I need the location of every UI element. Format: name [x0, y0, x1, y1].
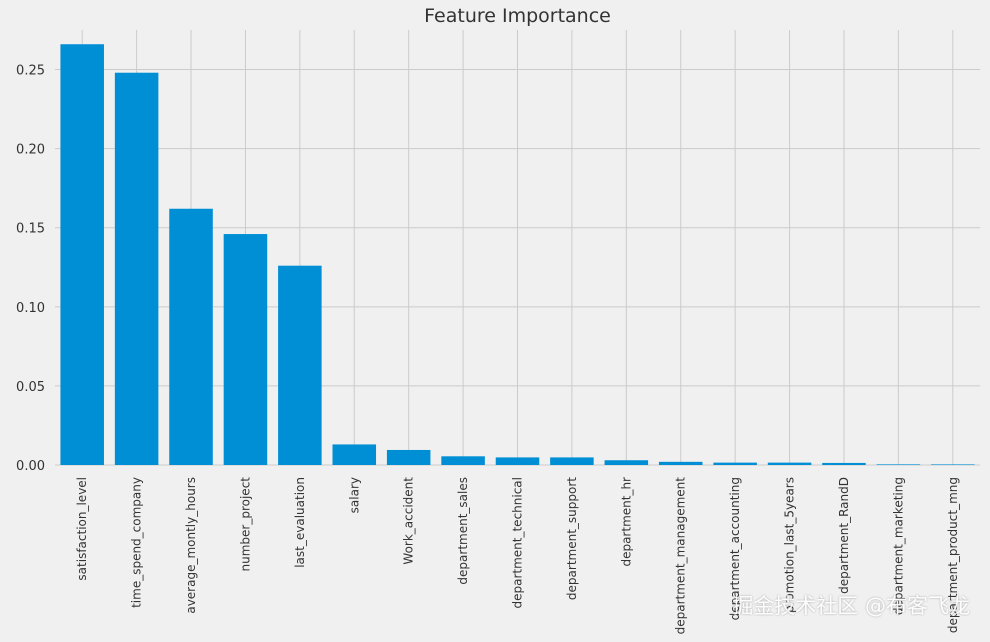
x-tick-label: department_accounting [728, 477, 742, 620]
bar [223, 234, 268, 465]
x-tick-label: department_marketing [891, 477, 905, 615]
bar [767, 462, 812, 465]
x-tick-label: department_support [565, 477, 579, 600]
x-tick-label: last_evaluation [293, 477, 307, 568]
y-tick-label: 0.15 [16, 222, 45, 237]
y-tick-label: 0.25 [16, 64, 45, 79]
x-tick-label: Work_accident [402, 477, 416, 565]
x-tick-label: department_RandD [837, 477, 851, 594]
bar [495, 457, 540, 465]
x-tick-label: time_spend_company [130, 477, 144, 608]
x-tick-label: department_product_mng [946, 477, 960, 633]
bar [278, 265, 322, 465]
x-tick-label: department_management [674, 477, 688, 635]
x-tick-label: average_montly_hours [184, 477, 198, 614]
bar [169, 208, 213, 465]
bar [332, 444, 377, 465]
y-tick-label: 0.20 [16, 143, 45, 158]
bar [931, 464, 975, 465]
bar [713, 462, 757, 465]
x-tick-label: department_technical [511, 477, 525, 609]
x-tick-label: satisfaction_level [75, 477, 89, 581]
bar [550, 457, 594, 465]
x-tick-label: department_hr [619, 477, 633, 567]
bar [876, 464, 921, 465]
bar [658, 461, 703, 465]
x-tick-label: promotion_last_5years [783, 477, 797, 613]
y-tick-label: 0.10 [16, 301, 45, 316]
bar [60, 44, 104, 466]
x-tick-label: salary [347, 477, 361, 513]
bar [822, 462, 866, 465]
bar [114, 72, 159, 465]
y-tick-label: 0.05 [16, 380, 45, 395]
bar [386, 449, 431, 465]
bar [441, 456, 485, 465]
x-tick-label: number_project [238, 477, 252, 572]
watermark-text: 掘金技术社区 @布客飞龙 [732, 594, 970, 618]
x-tick-label: department_sales [456, 477, 470, 585]
chart-title: Feature Importance [424, 5, 611, 27]
y-tick-label: 0.00 [16, 459, 45, 474]
bar [604, 460, 649, 465]
